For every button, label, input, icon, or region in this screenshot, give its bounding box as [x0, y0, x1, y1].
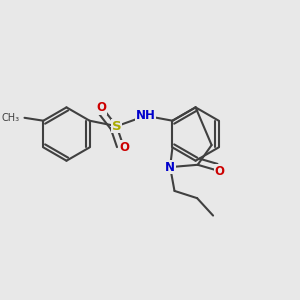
Text: N: N	[165, 160, 175, 174]
Text: O: O	[215, 165, 225, 178]
Text: CH₃: CH₃	[1, 113, 19, 123]
Text: NH: NH	[136, 109, 156, 122]
Text: O: O	[119, 141, 130, 154]
Text: S: S	[112, 120, 122, 133]
Text: O: O	[96, 101, 106, 114]
